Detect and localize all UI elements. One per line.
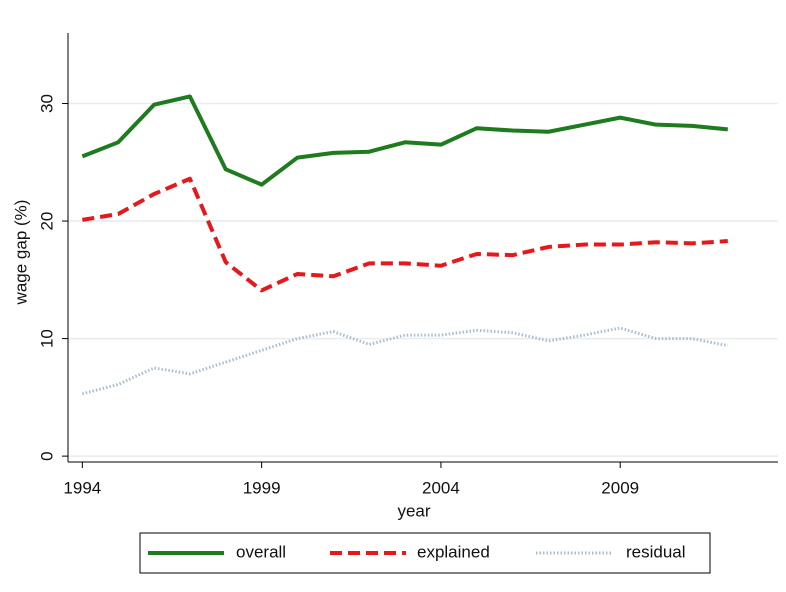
legend-label: overall <box>236 542 286 561</box>
x-tick-label: 1999 <box>243 478 281 497</box>
y-tick-label: 30 <box>37 94 56 113</box>
y-tick-label: 10 <box>37 329 56 348</box>
y-tick-label: 0 <box>37 451 56 460</box>
x-tick-label: 1994 <box>63 478 101 497</box>
y-tick-label: 20 <box>37 212 56 231</box>
x-axis-label: year <box>397 501 430 520</box>
legend-label: explained <box>417 542 490 561</box>
y-axis-label: wage gap (%) <box>11 200 30 306</box>
x-tick-label: 2004 <box>422 478 460 497</box>
x-tick-label: 2009 <box>601 478 639 497</box>
legend-box <box>139 532 711 574</box>
line-series <box>82 176 728 293</box>
line-series <box>81 326 729 396</box>
legend-label: residual <box>626 542 686 561</box>
line-series <box>81 94 728 187</box>
